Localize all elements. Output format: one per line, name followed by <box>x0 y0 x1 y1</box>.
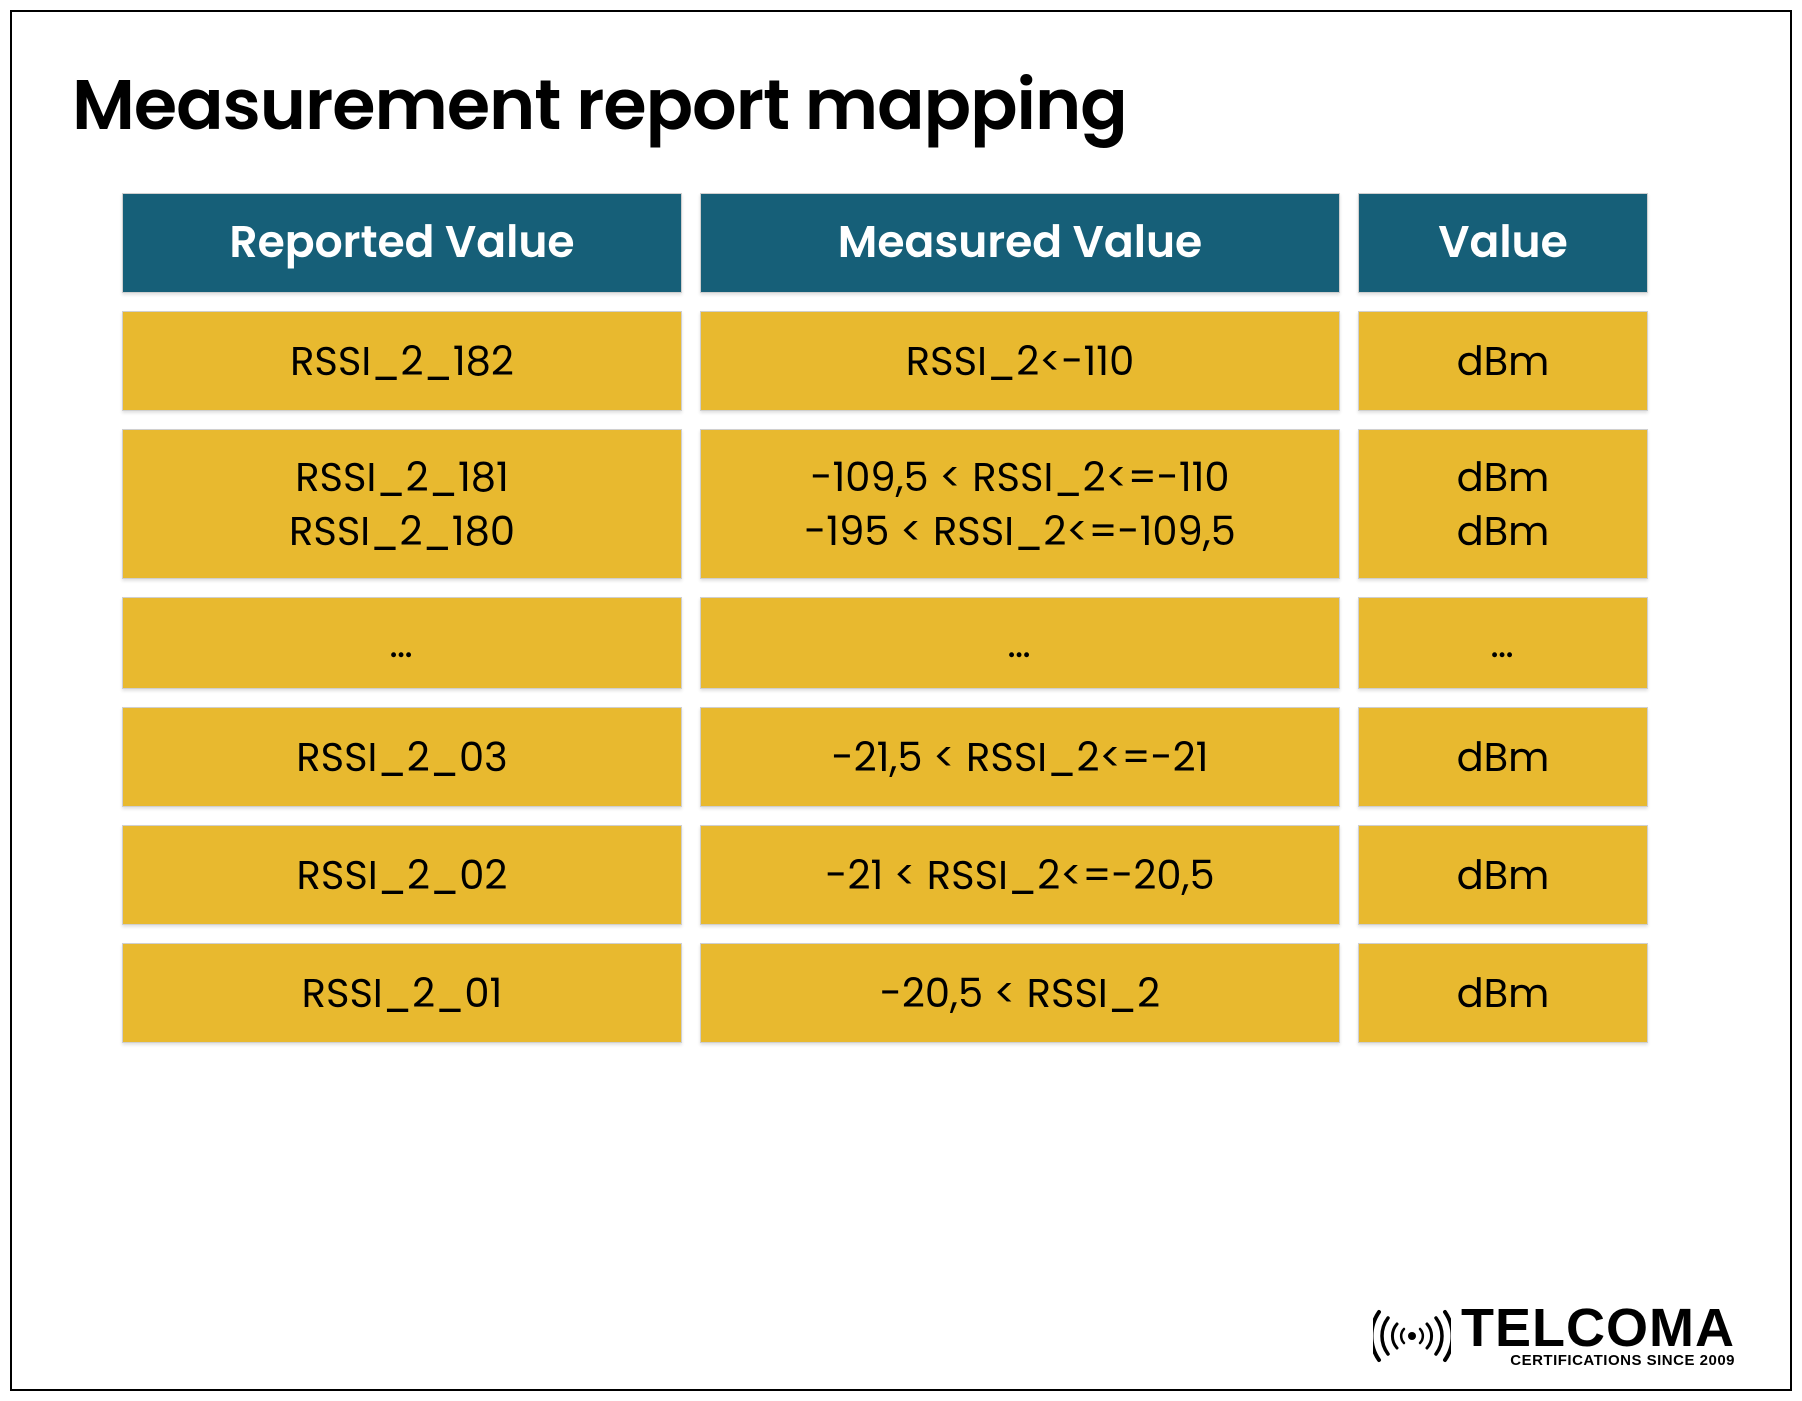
table-cell: -21 < RSSI_2<=-20,5 <box>700 825 1340 925</box>
header-value: Value <box>1358 193 1648 293</box>
table-cell: dBmdBm <box>1358 429 1648 579</box>
cell-text: dBm <box>1457 848 1550 902</box>
cell-text: dBm <box>1457 334 1550 388</box>
table-cell: -109,5 < RSSI_2<=-110-195 < RSSI_2<=-109… <box>700 429 1340 579</box>
table-cell: … <box>1358 597 1648 689</box>
table-cell: … <box>122 597 682 689</box>
cell-text: RSSI_2_181 <box>295 450 509 504</box>
table-cell: -20,5 < RSSI_2 <box>700 943 1340 1043</box>
slide-frame: Measurement report mapping Reported Valu… <box>10 10 1792 1391</box>
table-cell: dBm <box>1358 707 1648 807</box>
cell-text: dBm <box>1457 450 1550 504</box>
cell-text: RSSI_2_182 <box>290 334 514 388</box>
column-reported: Reported Value RSSI_2_182RSSI_2_181RSSI_… <box>122 193 682 1043</box>
header-reported: Reported Value <box>122 193 682 293</box>
cell-text: -21,5 < RSSI_2<=-21 <box>832 730 1209 784</box>
slide-title: Measurement report mapping <box>72 52 1730 158</box>
logo-sub-text: CERTIFICATIONS SINCE 2009 <box>1510 1352 1735 1369</box>
cell-text: dBm <box>1457 504 1550 558</box>
table-cell: RSSI_2_181RSSI_2_180 <box>122 429 682 579</box>
table-cell: dBm <box>1358 825 1648 925</box>
cell-text: RSSI_2_03 <box>296 730 507 784</box>
table-cell: -21,5 < RSSI_2<=-21 <box>700 707 1340 807</box>
table-cell: RSSI_2<-110 <box>700 311 1340 411</box>
table-cell: RSSI_2_182 <box>122 311 682 411</box>
column-measured: Measured Value RSSI_2<-110 -109,5 < RSSI_… <box>700 193 1340 1043</box>
cell-text: -109,5 < RSSI_2<=-110 <box>810 450 1229 504</box>
header-measured: Measured Value <box>700 193 1340 293</box>
cell-text: dBm <box>1457 966 1550 1020</box>
mapping-table: Reported Value RSSI_2_182RSSI_2_181RSSI_… <box>72 193 1730 1043</box>
column-value: Value dBmdBmdBm…dBmdBmdBm <box>1358 193 1648 1043</box>
cell-text: RSSI_2_01 <box>302 966 503 1020</box>
table-cell: dBm <box>1358 311 1648 411</box>
cell-text: … <box>1007 616 1032 670</box>
cell-text: … <box>1490 616 1515 670</box>
brand-logo: TELCOMA CERTIFICATIONS SINCE 2009 <box>1373 1303 1735 1369</box>
cell-text: RSSI_2_02 <box>297 848 508 902</box>
table-cell: RSSI_2_01 <box>122 943 682 1043</box>
table-cell: … <box>700 597 1340 689</box>
table-cell: RSSI_2_03 <box>122 707 682 807</box>
cell-text: dBm <box>1457 730 1550 784</box>
cell-text: RSSI_2_180 <box>289 504 515 558</box>
cell-text: -20,5 < RSSI_2 <box>880 966 1160 1020</box>
cell-text: -21 < RSSI_2<=-20,5 <box>825 848 1214 902</box>
cell-text: -195 < RSSI_2<=-109,5 <box>804 504 1235 558</box>
table-cell: RSSI_2_02 <box>122 825 682 925</box>
logo-text: TELCOMA CERTIFICATIONS SINCE 2009 <box>1461 1303 1735 1369</box>
table-cell: dBm <box>1358 943 1648 1043</box>
cell-text: RSSI_2<-110 <box>906 334 1134 388</box>
signal-icon <box>1373 1306 1451 1366</box>
cell-text: … <box>389 616 414 670</box>
logo-main-text: TELCOMA <box>1461 1303 1735 1354</box>
